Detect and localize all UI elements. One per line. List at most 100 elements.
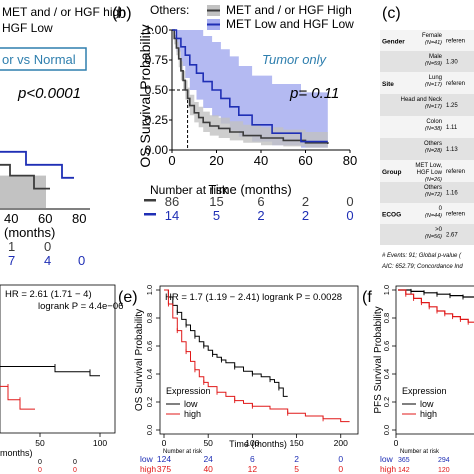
- panel-a-x-ticks: 40 60 80: [4, 211, 86, 226]
- panel-c-group-label: Group: [382, 169, 402, 176]
- panel-c-n-label: (N=17): [425, 104, 442, 110]
- panel-f-tick-0: 0: [394, 438, 399, 448]
- panel-e-risk-high-value: 12: [248, 464, 258, 474]
- panel-a-xlabel: (months): [4, 225, 55, 240]
- panel-b-pvalue: p= 0.11: [289, 85, 339, 102]
- panel-b-ytick-label: 0.75: [145, 53, 169, 67]
- panel-b-risk-swatch-gray: [144, 199, 156, 202]
- panel-d-tick-50: 50: [35, 438, 45, 448]
- panel-d-risk-red-1: 0: [38, 467, 42, 474]
- panel-c-value: 1.25: [446, 103, 458, 109]
- panel-a-pvalue: p<0.0001: [17, 85, 81, 102]
- panel-c-row-bg: [380, 138, 474, 160]
- panel-c-n-label: (N=17): [425, 82, 442, 88]
- panel-c-level-label: Lung: [429, 75, 442, 81]
- panel-b-risk-gray-value: 6: [257, 194, 264, 209]
- panel-a-risk-gray-2: 0: [44, 239, 51, 254]
- panel-c-n-label: (N=38): [425, 126, 442, 132]
- panel-f-risk-title: Number at risk: [400, 449, 440, 455]
- panel-b-risk-gray-value: 2: [302, 194, 309, 209]
- panel-f-risk-low-2: 294: [438, 457, 450, 464]
- panel-e-risk-low-value: 2: [294, 454, 299, 464]
- panel-d-series-high: [0, 383, 35, 410]
- panel-c-n-label: (N=56): [425, 234, 442, 240]
- panel-c-label: (c): [382, 5, 401, 22]
- panel-e-hr: HR = 1.7 (1.19 − 2.41) logrank P = 0.002…: [165, 292, 342, 303]
- panel-b-risk-table: 86 15 6 2 014 5 2 2 0: [165, 194, 354, 223]
- panel-f-legend-high: high: [420, 409, 437, 419]
- panel-d-p: logrank P = 4.4e−06: [38, 301, 123, 312]
- panel-b-plot: [171, 29, 350, 151]
- panel-b-x-ticks: 0 20 40 60 80: [168, 150, 357, 168]
- panel-e-xlabel: Time (months): [229, 439, 287, 449]
- panel-d-line-low: [0, 366, 100, 377]
- panel-c-level-label: >0: [435, 227, 443, 233]
- panel-c-level-label: Head and Neck: [401, 97, 443, 103]
- panel-a-risk-blue-1: 7: [8, 253, 15, 268]
- panel-c-level-label: Colon: [426, 119, 442, 125]
- panel-f-risk-label-high: high: [380, 464, 396, 474]
- panel-a-legend-item-2: HGF Low: [2, 21, 53, 35]
- panel-e-ytick-label: 1.0: [145, 285, 154, 295]
- panel-b-series-blue: [172, 29, 328, 143]
- panel-c-level-label: MET Low,: [415, 163, 442, 169]
- panel-c-value: 1.11: [446, 125, 458, 131]
- panel-e-legend-title: Expression: [166, 386, 211, 396]
- panel-c-value: referen: [446, 169, 465, 175]
- panel-e-risk-label-low: low: [140, 454, 154, 464]
- panel-c-level-label: Male: [429, 54, 443, 60]
- panel-c-level-label: Others: [424, 185, 442, 191]
- panel-b-ci-band-blue: [172, 30, 328, 148]
- panel-a-legend: MET and / or HGF high HGF Low: [2, 5, 126, 35]
- panel-b-risk-gray-value: 86: [165, 194, 179, 209]
- panel-a-risk-blue-3: 0: [78, 253, 85, 268]
- panel-a-annotation: or vs Normal: [2, 52, 76, 67]
- panel-e-line-high: [164, 289, 350, 423]
- panel-c-row-bg: [380, 160, 474, 182]
- panel-b: (b) Others: MET and / or HGF High MET Lo…: [112, 3, 357, 223]
- panel-b-ytick-label: 0.50: [145, 83, 169, 97]
- panel-b-legend-item-2: MET Low and HGF Low: [226, 17, 354, 31]
- panel-f-plot: [398, 288, 474, 325]
- panel-c-value: 1.16: [446, 191, 458, 197]
- panel-c-row-bg: [380, 30, 474, 51]
- panel-e-risk-table: 124 24 6 2 0 375 40 12 5 0: [157, 454, 343, 474]
- panel-d-line-high: [0, 385, 35, 410]
- panel-c-level-label: Others: [424, 141, 442, 147]
- panel-f-legend-title: Expression: [402, 386, 447, 396]
- panel-f-legend-low: low: [420, 399, 434, 409]
- panel-e-y-ticks: 0.0 0.2 0.4 0.6 0.8 1.0: [145, 285, 160, 435]
- panel-d-plot: [0, 364, 100, 410]
- panel-a-legend-item-1: MET and / or HGF high: [2, 5, 126, 19]
- panel-e-legend-low: low: [184, 399, 198, 409]
- panel-b-label: (b): [112, 5, 132, 22]
- panel-b-legend-item-1: MET and / or HGF High: [226, 3, 352, 17]
- panel-d-risk-black-2: 0: [73, 459, 77, 466]
- panel-e-risk-high-value: 0: [338, 464, 343, 474]
- panel-b-risk-swatch-blue: [144, 213, 156, 216]
- panel-e-ytick-label: 0.2: [145, 397, 154, 407]
- panel-e-ylabel: OS Survival Probability: [134, 309, 145, 411]
- panel-a: MET and / or HGF high HGF Low or vs Norm…: [0, 5, 126, 268]
- panel-b-ytick-label: 1.00: [145, 23, 169, 37]
- panel-c-row-bg: [380, 51, 474, 72]
- panel-c: (c) Gender Female(N=41) referen Male(N=59) 1…: [380, 5, 474, 270]
- panel-b-xtick-label: 60: [298, 153, 312, 168]
- panel-c-n-label: (N=26): [425, 177, 442, 183]
- panel-a-tick-40: 40: [4, 211, 18, 226]
- panel-e-xtick-label: 200: [334, 438, 348, 448]
- panel-e-risk-high-value: 40: [203, 464, 213, 474]
- panel-a-risk-gray-1: 1: [8, 239, 15, 254]
- panel-d-series-low: [0, 364, 100, 377]
- panel-e-xtick-label: 50: [203, 438, 213, 448]
- panel-f-ylabel: PFS Survival Probability: [373, 306, 384, 413]
- panel-f-y-ticks: 0.0 0.2 0.4 0.6 0.8 1.0: [382, 285, 396, 435]
- panel-d-x-ticks: 50 100: [35, 433, 107, 448]
- panel-c-level-label: HGF Low: [417, 170, 443, 176]
- panel-b-ylabel: OS Survival Probability: [137, 24, 153, 167]
- panel-e-ytick-label: 0.8: [145, 313, 154, 323]
- panel-b-risk-title: Number at risk: [150, 183, 229, 197]
- panel-d-xlabel: months): [0, 448, 33, 458]
- panel-c-group-label: Site: [382, 81, 394, 88]
- panel-c-n-label: (N=44): [425, 213, 442, 219]
